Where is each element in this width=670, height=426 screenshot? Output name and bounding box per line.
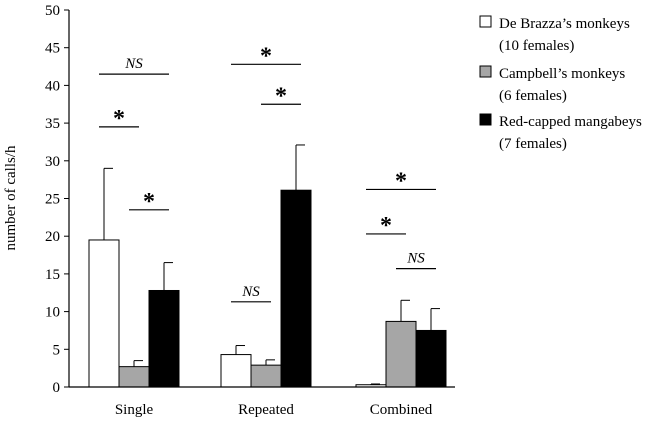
legend-swatch xyxy=(479,15,492,28)
significance-ns: NS xyxy=(241,284,260,300)
x-axis: Single Repeated Combined xyxy=(69,386,455,418)
y-tick-label: 45 xyxy=(45,41,60,57)
x-tick-label: Single xyxy=(115,402,154,418)
legend-swatch xyxy=(479,65,492,78)
y-tick-label: 0 xyxy=(53,380,61,396)
significance-ns: NS xyxy=(406,251,425,267)
legend: De Brazza’s monkeys (10 females) Campbell’… xyxy=(479,15,642,152)
significance-star: * xyxy=(395,168,407,194)
significance-ns: NS xyxy=(124,56,143,72)
bar xyxy=(118,366,150,388)
legend-swatch xyxy=(479,113,492,126)
y-tick-label: 30 xyxy=(45,154,60,170)
y-tick-label: 40 xyxy=(45,78,60,94)
y-tick-label: 15 xyxy=(45,267,60,283)
significance-star: * xyxy=(380,213,392,239)
y-tick-label: 35 xyxy=(45,116,60,132)
y-tick-label: 50 xyxy=(45,3,60,19)
y-tick-label: 20 xyxy=(45,229,60,245)
significance-star: * xyxy=(275,83,287,109)
x-tick-label: Repeated xyxy=(238,402,294,418)
bar xyxy=(220,354,252,388)
bar xyxy=(250,364,282,388)
x-tick-label: Combined xyxy=(370,402,433,418)
bar xyxy=(148,289,180,388)
y-axis-label: number of calls/h xyxy=(3,145,19,250)
legend-sublabel: (10 females) xyxy=(499,38,574,54)
legend-label: Campbell’s monkeys xyxy=(499,66,625,82)
legend-sublabel: (7 females) xyxy=(499,136,567,152)
bar xyxy=(415,329,447,388)
legend-sublabel: (6 females) xyxy=(499,88,567,104)
bar xyxy=(385,320,417,388)
legend-label: De Brazza’s monkeys xyxy=(499,16,630,32)
significance-star: * xyxy=(113,106,125,132)
significance-star: * xyxy=(143,189,155,215)
y-tick-label: 25 xyxy=(45,192,60,208)
bars xyxy=(88,144,447,388)
bar xyxy=(280,189,312,388)
legend-label: Red-capped mangabeys xyxy=(499,114,642,130)
significance-star: * xyxy=(260,43,272,69)
significance-markers: NS**NS****NS xyxy=(99,43,436,303)
y-tick-label: 5 xyxy=(53,342,61,358)
y-tick-label: 10 xyxy=(45,305,60,321)
y-axis: 0 5 10 15 20 25 30 35 40 45 50 xyxy=(45,3,70,396)
bar xyxy=(88,239,120,388)
